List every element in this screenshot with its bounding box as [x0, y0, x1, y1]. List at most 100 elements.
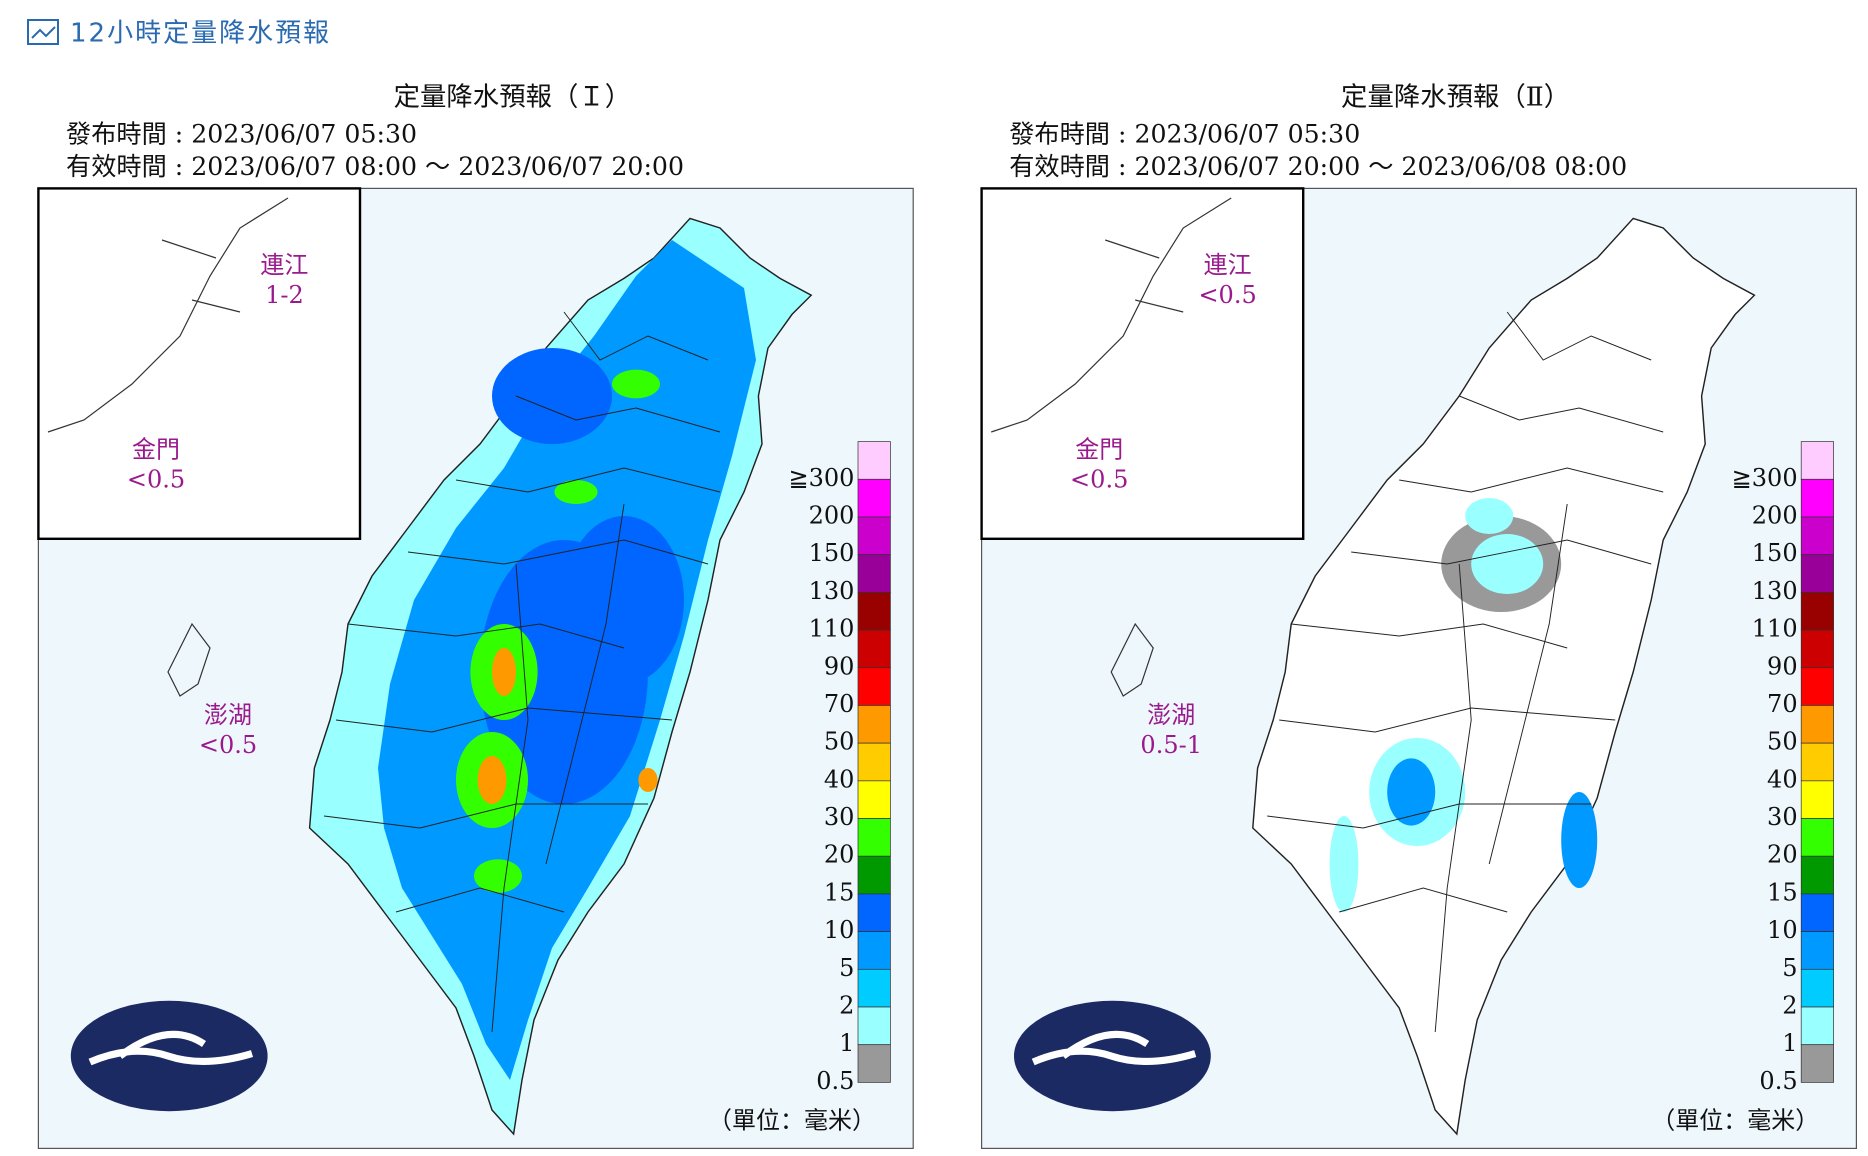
legend-swatch	[857, 705, 891, 744]
legend-swatch	[1800, 629, 1834, 669]
legend-label: 150	[1752, 539, 1798, 567]
legend-swatch	[1800, 855, 1834, 895]
legend-swatch	[857, 667, 891, 706]
legend-swatch	[857, 1044, 891, 1083]
legend-label: 5	[1782, 954, 1797, 982]
legend-label: 15	[824, 878, 855, 906]
header: 12小時定量降水預報	[27, 19, 331, 49]
legend-swatch	[1800, 592, 1834, 631]
county-border	[1279, 707, 1616, 733]
county-border	[347, 623, 625, 649]
legend-label: 110	[1752, 615, 1798, 643]
legend-label: 2	[1782, 992, 1797, 1020]
legend-label: 110	[809, 615, 855, 643]
legend-label: 90	[1767, 652, 1798, 680]
county-border	[545, 503, 625, 865]
maps: 定量降水預報（Ｉ） 發布時間 : 2023/06/07 05:30 有效時間 : 2…	[37, 81, 1858, 1150]
legend-label: 130	[809, 577, 855, 605]
county-border	[1291, 623, 1568, 649]
rain-blob	[554, 480, 598, 505]
county-border	[1351, 539, 1652, 565]
legend-swatch	[857, 554, 891, 593]
header-title: 12小時定量降水預報	[70, 19, 331, 49]
rain-blob	[474, 859, 522, 893]
unit-label: （單位：毫米）	[1651, 1107, 1819, 1135]
rain-blob	[1561, 792, 1598, 889]
rain-blob	[492, 348, 612, 445]
legend-label: 2	[839, 992, 854, 1020]
header-icon-line	[31, 26, 56, 39]
county-border	[335, 707, 673, 733]
legend-swatch	[1800, 554, 1834, 593]
county-border	[395, 887, 565, 913]
legend-label: 50	[824, 728, 855, 756]
legend-swatch	[1800, 742, 1834, 782]
panel: 定量降水預報（Ⅱ） 發布時間 : 2023/06/07 05:30 有效時間 : 2…	[980, 81, 1858, 1150]
legend-swatch	[857, 855, 891, 895]
rain-blob	[1329, 816, 1359, 913]
legend-swatch	[1800, 931, 1834, 970]
region-value: <0.5	[1070, 466, 1128, 494]
county-border	[323, 803, 649, 829]
legend-label: 30	[824, 803, 855, 831]
panel-title: 定量降水預報（Ｉ）	[394, 81, 632, 112]
region-name: 澎湖	[1147, 701, 1195, 729]
region-name: 連江	[1204, 251, 1252, 279]
rain-blob	[1387, 758, 1436, 826]
region-name: 澎湖	[204, 701, 252, 729]
penghu	[1110, 622, 1154, 697]
region-value: <0.5	[199, 731, 257, 759]
legend-label: 15	[1767, 878, 1798, 906]
unit-label: （單位：毫米）	[708, 1107, 876, 1135]
legend-swatch	[1800, 516, 1834, 556]
rain-blob	[638, 768, 658, 793]
inset-frame	[980, 187, 1305, 541]
rain-blob	[1465, 498, 1514, 534]
issue-time: 發布時間 : 2023/06/07 05:30	[1009, 120, 1360, 149]
legend-label: 0.5	[1759, 1067, 1797, 1095]
region-value: <0.5	[127, 466, 185, 494]
legend-swatch	[857, 893, 891, 932]
rain-blob	[1471, 534, 1544, 594]
legend-label: 30	[1767, 803, 1798, 831]
legend-swatch	[857, 1006, 891, 1046]
valid-time: 有效時間 : 2023/06/07 20:00 ～ 2023/06/08 08:…	[1009, 152, 1627, 181]
legend-label: ≧300	[788, 464, 854, 492]
legend-swatch	[857, 516, 891, 556]
coastline	[47, 197, 289, 433]
legend-label: 20	[1767, 841, 1798, 869]
region-name: 連江	[260, 251, 308, 279]
county-border	[491, 563, 529, 1033]
legend-label: 20	[824, 841, 855, 869]
rain-blob	[477, 756, 507, 805]
legend-swatch	[1800, 441, 1834, 480]
county-border	[1267, 803, 1592, 829]
legend-label: 0.5	[816, 1067, 854, 1095]
valid-time: 有效時間 : 2023/06/07 08:00 ～ 2023/06/07 20:…	[66, 152, 684, 181]
legend-swatch	[1800, 478, 1834, 518]
legend-swatch	[857, 818, 891, 857]
region-value: <0.5	[1198, 281, 1256, 309]
rain-blob	[492, 648, 516, 696]
county-border	[1459, 395, 1664, 433]
panel: 定量降水預報（Ｉ） 發布時間 : 2023/06/07 05:30 有效時間 : 2…	[37, 81, 914, 1150]
county-border	[563, 311, 709, 361]
legend-swatch	[857, 742, 891, 782]
legend-label: ≧300	[1732, 464, 1798, 492]
legend-swatch	[857, 441, 891, 480]
legend-label: 10	[1767, 916, 1798, 944]
county-border	[1339, 887, 1508, 913]
county-border	[1434, 563, 1472, 1033]
legend-label: 200	[809, 501, 855, 529]
legend-label: 40	[1767, 765, 1798, 793]
panel-title: 定量降水預報（Ⅱ）	[1341, 81, 1570, 112]
legend-swatch	[857, 478, 891, 518]
legend-swatch	[1800, 968, 1834, 1008]
county-border	[407, 539, 709, 565]
legend-swatch	[857, 592, 891, 631]
legend-label: 70	[824, 690, 855, 718]
legend-swatch	[1800, 1006, 1834, 1046]
inset-frame	[37, 187, 362, 541]
county-border	[1399, 467, 1664, 493]
